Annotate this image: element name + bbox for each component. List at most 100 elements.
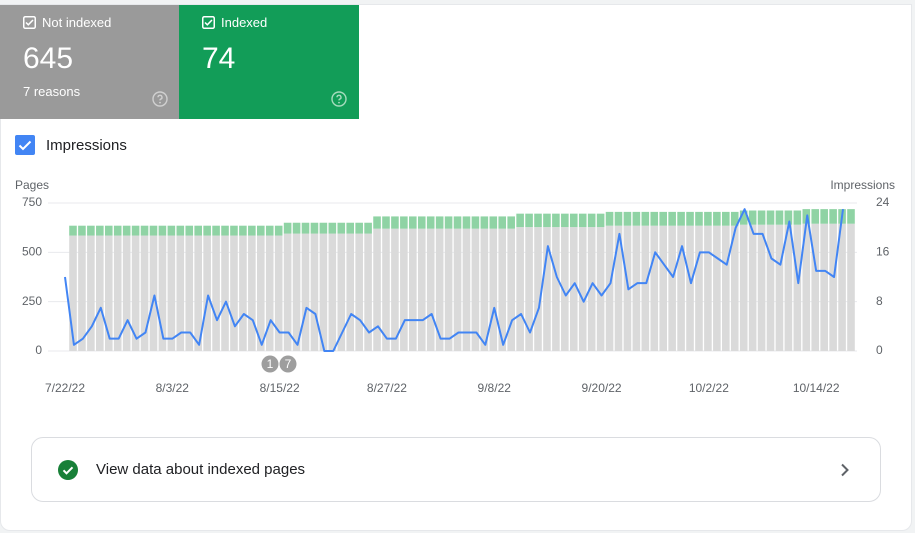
bar [167,225,176,236]
bar [417,216,426,229]
bar [239,235,247,351]
indexed-tile[interactable]: Indexed 74 [179,5,359,119]
bar [87,235,95,351]
bar [793,224,802,351]
bar [543,227,551,351]
bar [69,235,77,351]
bar [444,216,453,229]
bar [462,228,471,351]
bar [829,223,837,351]
y2-tick-label: 24 [876,195,890,209]
bar [167,235,176,351]
bar [543,213,551,228]
bar [382,216,390,229]
bar [739,210,748,225]
bar [409,216,417,229]
y2-tick-label: 16 [876,245,890,259]
bar [730,211,739,226]
bar [722,211,730,226]
bar [176,235,185,351]
bar [96,225,104,236]
bar [623,211,632,226]
bar [775,210,784,225]
checkbox-icon [202,16,215,29]
bar [489,228,498,351]
annotation-label: 1 [267,357,274,371]
bar [122,225,131,236]
bar [140,225,149,236]
bar [534,213,542,228]
bar [516,213,524,228]
bar [668,225,676,351]
bar [507,228,515,351]
y2-tick-label: 0 [876,343,883,357]
bar [104,225,113,236]
bar [802,223,811,351]
bar [713,211,721,226]
bar [614,225,623,351]
toggle-label: Impressions [46,136,127,154]
bar [301,222,310,234]
bar [757,210,766,225]
bar [149,235,158,351]
bar [364,233,372,351]
bar [587,227,596,351]
bar [104,235,113,351]
bar [265,225,274,236]
bar [426,228,435,351]
bar [212,235,220,351]
bar [391,216,399,229]
bar [292,222,301,234]
help-icon[interactable] [152,91,168,107]
bar [596,227,605,351]
tile-value: 645 [23,42,74,75]
bar [426,216,435,229]
bar [480,216,489,229]
bar [131,235,140,351]
bar [516,227,524,351]
bar [122,235,131,351]
bar [650,225,659,351]
bar [605,225,614,351]
bar [552,213,560,228]
impressions-toggle[interactable]: Impressions [15,135,127,155]
y2-tick-label: 8 [876,294,883,308]
bar [838,223,846,351]
annotation-marker [279,355,297,373]
bar [453,216,462,229]
tile-label-row: Not indexed [23,15,180,30]
bar [820,223,828,351]
bar [69,225,77,236]
bar [203,225,211,236]
bar [194,235,202,351]
bar [248,235,256,351]
bar [364,222,372,234]
bar [534,227,542,351]
bar [677,211,685,226]
bar [722,225,730,351]
bar [578,213,587,228]
bar [355,222,363,234]
bar [409,228,417,351]
tile-value: 74 [202,42,236,75]
not-indexed-tile[interactable]: Not indexed 645 7 reasons [0,5,180,119]
tile-note: 7 reasons [23,84,81,99]
x-tick-label: 9/20/22 [582,381,622,395]
bar [686,225,694,351]
bar [346,222,355,234]
tile-label: Indexed [221,15,268,30]
bar [221,235,229,351]
bar [587,213,596,228]
chart: Pages Impressions 0 250 500 750 0 8 16 24 7/22/2… [15,178,895,395]
bar [444,228,453,351]
indexed-pages-link[interactable]: View data about indexed pages [31,437,881,502]
y-tick-label: 0 [35,343,42,357]
bar [319,233,328,351]
help-icon[interactable] [331,91,347,107]
bar [310,222,319,234]
bar [489,216,498,229]
x-tick-label: 8/3/22 [156,381,190,395]
bar [292,233,301,351]
bar [498,228,507,351]
bar [614,211,623,226]
